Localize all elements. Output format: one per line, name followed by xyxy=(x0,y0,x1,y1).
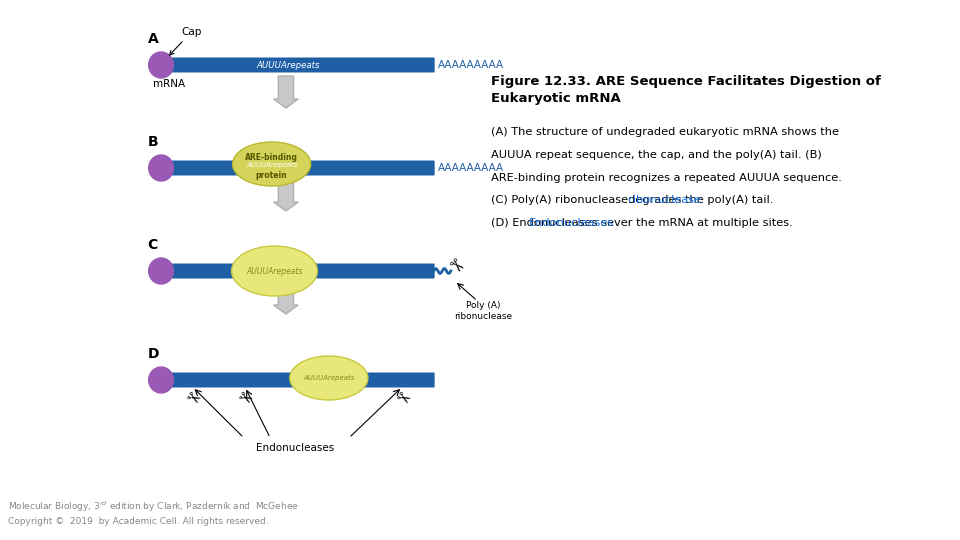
Text: C: C xyxy=(148,238,158,252)
Text: Endonucleases: Endonucleases xyxy=(256,443,335,453)
FancyBboxPatch shape xyxy=(161,160,435,176)
Text: ✂: ✂ xyxy=(182,387,203,409)
Text: D: D xyxy=(148,347,159,361)
Text: ARE-binding protein recognizes a repeated AUUUA sequence.: ARE-binding protein recognizes a repeate… xyxy=(491,173,842,183)
Ellipse shape xyxy=(232,142,311,186)
Text: (D) Endonucleases sever the mRNA at multiple sites.: (D) Endonucleases sever the mRNA at mult… xyxy=(491,218,793,228)
Text: ARE-binding: ARE-binding xyxy=(245,152,298,161)
FancyBboxPatch shape xyxy=(161,57,435,72)
Text: AUUUArepeats: AUUUArepeats xyxy=(256,60,320,70)
Text: mRNA: mRNA xyxy=(153,79,184,89)
Text: Molecular Biology, 3$^{rd}$ edition by Clark, Pazdernik and  McGehee
Copyright ©: Molecular Biology, 3$^{rd}$ edition by C… xyxy=(8,499,299,526)
Text: ribonuclease: ribonuclease xyxy=(628,195,701,205)
Text: Endonucleases: Endonucleases xyxy=(529,218,613,228)
Text: AAAAAAAAA: AAAAAAAAA xyxy=(438,163,504,173)
FancyArrow shape xyxy=(274,282,299,314)
Circle shape xyxy=(149,367,174,393)
Text: AUUUA repeat sequence, the cap, and the poly(A) tail. (B): AUUUA repeat sequence, the cap, and the … xyxy=(491,150,822,160)
Text: A: A xyxy=(148,32,158,46)
Circle shape xyxy=(149,258,174,284)
Circle shape xyxy=(149,52,174,78)
Text: AUUUArepeats: AUUUArepeats xyxy=(247,267,302,275)
Text: AUUUArepeats: AUUUArepeats xyxy=(246,162,298,168)
Circle shape xyxy=(149,155,174,181)
Text: Cap: Cap xyxy=(170,27,202,55)
Text: protein: protein xyxy=(255,172,287,180)
Ellipse shape xyxy=(290,356,368,400)
Text: Figure 12.33. ARE Sequence Facilitates Digestion of
Eukaryotic mRNA: Figure 12.33. ARE Sequence Facilitates D… xyxy=(491,75,880,105)
FancyArrow shape xyxy=(274,76,299,108)
Text: AUUUArepeats: AUUUArepeats xyxy=(303,375,354,381)
FancyBboxPatch shape xyxy=(161,373,435,388)
Text: Poly (A)
ribonuclease: Poly (A) ribonuclease xyxy=(454,301,513,321)
Text: ✂: ✂ xyxy=(443,254,467,278)
FancyBboxPatch shape xyxy=(161,264,435,279)
Text: ✂: ✂ xyxy=(392,387,413,409)
Text: AAAAAAAAA: AAAAAAAAA xyxy=(438,60,504,70)
Ellipse shape xyxy=(231,246,318,296)
FancyArrow shape xyxy=(274,179,299,211)
Text: (A) The structure of undegraded eukaryotic mRNA shows the: (A) The structure of undegraded eukaryot… xyxy=(491,127,839,137)
Text: ✂: ✂ xyxy=(234,387,255,409)
Text: B: B xyxy=(148,135,158,149)
Text: (C) Poly(A) ribonucleasedegrades the poly(A) tail.: (C) Poly(A) ribonucleasedegrades the pol… xyxy=(491,195,773,205)
